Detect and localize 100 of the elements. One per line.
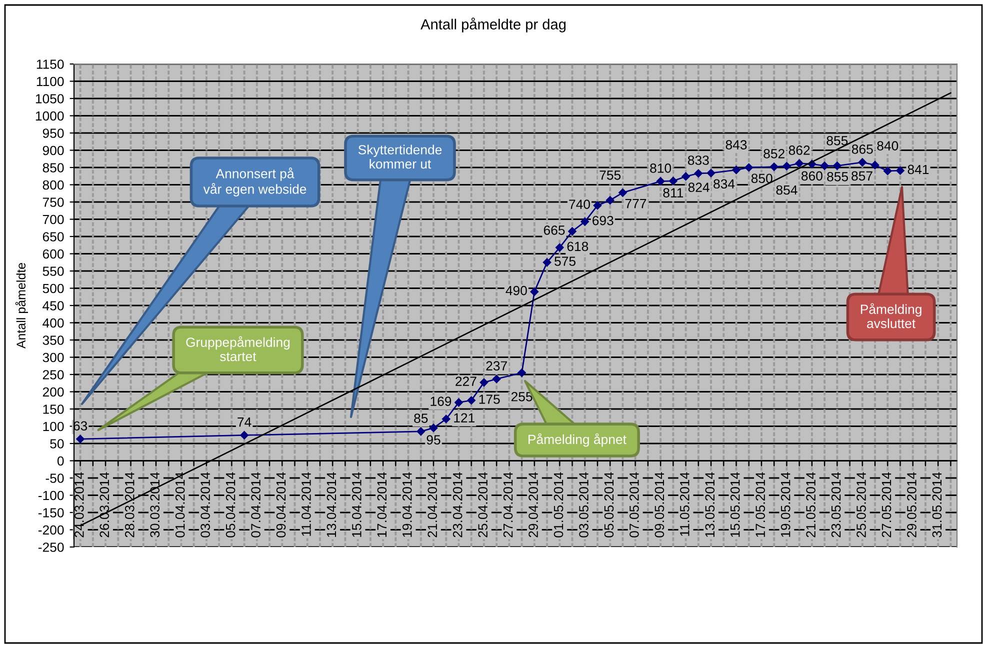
y-tick-label: -150 [38, 508, 64, 518]
y-tick-label: 1000 [36, 111, 64, 121]
point [606, 196, 615, 205]
y-tick-label: 300 [42, 352, 64, 362]
x-tick-label: 19.05.2014 [780, 472, 790, 537]
data-label: 85 [414, 414, 428, 423]
data-label: 854 [776, 185, 798, 195]
y-tick-label: 450 [42, 301, 64, 310]
point [668, 176, 678, 186]
x-tick-label: 15.05.2014 [730, 472, 740, 537]
point [883, 166, 892, 176]
x-tick-label: 01.05.2014 [554, 472, 564, 538]
data-label: 227 [456, 376, 476, 386]
x-tick-label: 13.04.2014 [326, 472, 336, 537]
point [896, 166, 905, 176]
point [492, 374, 501, 384]
data-label: 740 [569, 200, 590, 209]
point [240, 430, 249, 440]
y-tick-label: 650 [42, 232, 64, 242]
data-label: 618 [567, 242, 588, 252]
data-label: 74 [238, 418, 252, 427]
point [858, 158, 867, 167]
y-tick-label: 0 [57, 456, 64, 466]
x-tick-label: 31.05.2014 [932, 472, 942, 538]
x-tick-label: 13.05.2014 [705, 472, 715, 537]
data-label: 810 [650, 164, 672, 173]
point [580, 217, 590, 226]
data-label: 857 [852, 171, 872, 181]
y-tick-label: 150 [43, 404, 64, 414]
x-tick-label: 27.04.2014 [503, 472, 513, 538]
y-axis-title: Antall påmeldte [15, 262, 28, 349]
y-tick-label: -50 [46, 474, 64, 483]
y-tick-label: 50 [50, 439, 64, 448]
y-tick-label: 100 [43, 422, 64, 432]
y-tick-label: 400 [42, 318, 64, 328]
y-tick-label: 250 [42, 370, 64, 380]
y-tick-label: 550 [42, 266, 64, 276]
x-tick-label: 17.04.2014 [377, 472, 387, 537]
point [454, 398, 464, 407]
data-label: 237 [486, 361, 507, 371]
data-label: 852 [764, 149, 784, 158]
y-tick-label: 350 [42, 336, 64, 345]
point [555, 243, 564, 252]
x-tick-label: 05.04.2014 [226, 472, 236, 538]
y-tick-label: 700 [42, 214, 64, 224]
x-tick-label: 05.05.2014 [604, 472, 614, 538]
annotation: Påmelding avsluttet [860, 303, 922, 328]
data-label: 665 [544, 226, 565, 235]
y-tick-label: -200 [38, 525, 64, 535]
point [517, 368, 526, 378]
x-tick-label: 25.04.2014 [478, 472, 488, 538]
data-label: 834 [714, 179, 735, 189]
x-tick-label: 25.05.2014 [856, 472, 866, 538]
point [480, 378, 488, 387]
data-label: 860 [802, 171, 822, 181]
point [732, 165, 741, 174]
x-tick-label: 21.05.2014 [806, 472, 816, 538]
data-label: 865 [852, 144, 873, 154]
x-tick-label: 23.04.2014 [452, 472, 462, 538]
data-label: 169 [430, 396, 452, 406]
data-label: 855 [827, 172, 848, 182]
x-tick-label: 24.03.2014 [74, 472, 84, 538]
data-label: 824 [688, 182, 710, 192]
data-label: 840 [877, 141, 898, 150]
x-tick-label: 11.05.2014 [680, 472, 690, 536]
y-tick-label: 950 [42, 128, 64, 138]
annotation: Skyttertidende kommer ut [358, 144, 442, 169]
point [744, 163, 754, 172]
data-label: 833 [688, 156, 709, 165]
x-tick-label: 19.04.2014 [402, 472, 412, 537]
point [681, 172, 690, 181]
data-label: 490 [506, 286, 527, 296]
y-tick-label: 1150 [36, 60, 64, 69]
point [466, 396, 476, 405]
data-label: 95 [426, 435, 440, 445]
point [694, 168, 703, 178]
x-tick-label: 21.04.2014 [428, 472, 438, 538]
y-tick-label: 750 [42, 198, 64, 207]
x-tick-label: 28.03.2014 [124, 472, 134, 538]
y-tick-label: 900 [42, 146, 64, 156]
y-tick-label: 500 [42, 284, 64, 294]
data-label: 843 [726, 140, 747, 150]
y-tick-label: 600 [42, 249, 64, 259]
x-tick-label: 11.04.2014 [302, 472, 311, 536]
point [706, 168, 716, 178]
data-label: 255 [511, 392, 532, 402]
y-tick-label: -250 [38, 542, 64, 552]
point [530, 287, 539, 296]
data-label: 862 [788, 146, 810, 155]
data-label: 175 [479, 394, 500, 404]
point [656, 176, 665, 186]
annotation: Annonsert på vår egen webside [203, 168, 306, 196]
x-tick-label: 07.05.2014 [630, 472, 639, 538]
x-tick-label: 09.05.2014 [654, 472, 664, 538]
x-tick-label: 03.04.2014 [200, 472, 210, 538]
data-label: 693 [592, 216, 614, 226]
point [76, 434, 85, 444]
data-label: 841 [908, 164, 929, 174]
x-tick-label: 03.05.2014 [579, 472, 588, 538]
annotation: Gruppepåmelding startet [186, 336, 290, 362]
